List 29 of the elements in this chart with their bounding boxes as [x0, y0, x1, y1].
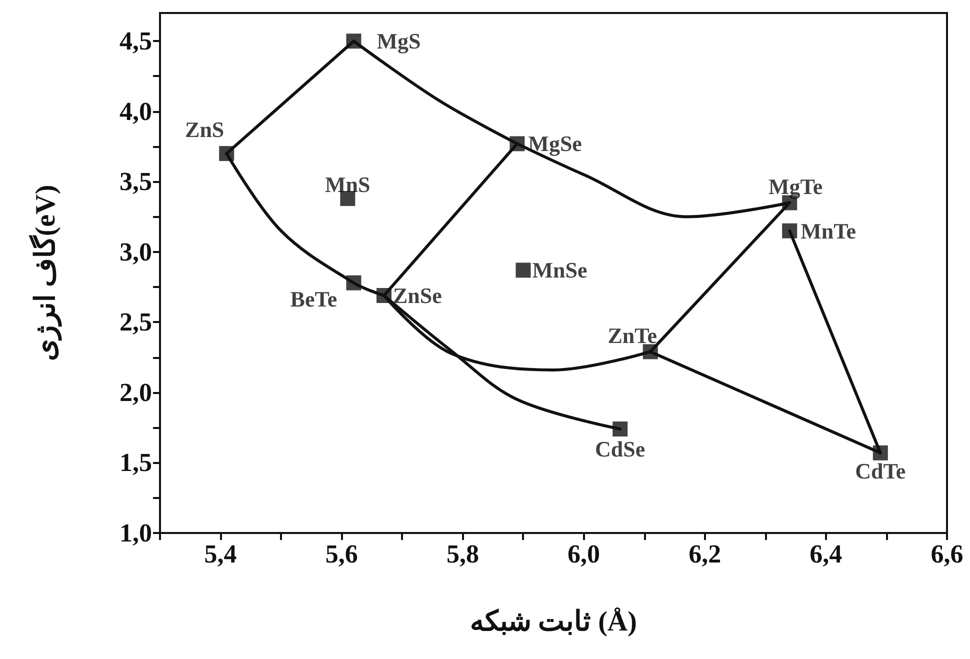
- annotation: MgS: [376, 28, 421, 54]
- annotation: MnSe: [532, 258, 588, 283]
- annotation: CdSe: [595, 436, 646, 462]
- x-tick-label: 6,6: [930, 540, 964, 568]
- x-tick-label: 5,4: [204, 540, 237, 568]
- annotation: CdTe: [855, 458, 906, 484]
- y-tick-label: 2,0: [120, 378, 152, 407]
- x-tick-label: 6,2: [688, 540, 722, 568]
- y-tick-label: 4,0: [120, 96, 152, 126]
- annotation: MgTe: [768, 174, 823, 200]
- y-tick-label: 1,0: [120, 518, 152, 548]
- y-tick-label: 3,5: [120, 167, 152, 196]
- x-tick-label: 5,8: [446, 540, 479, 568]
- annotation: MgSe: [528, 131, 582, 156]
- y-axis-title: گاف انرژی(eV): [28, 184, 62, 362]
- annotation: ZnS: [185, 117, 224, 142]
- x-tick-label: 6,4: [810, 540, 842, 568]
- y-tick-label: 2,5: [120, 308, 152, 337]
- x-tick-label: 5,6: [325, 540, 358, 568]
- x-tick-label: 6,0: [568, 540, 600, 568]
- annotation: MnTe: [800, 218, 856, 244]
- annotation: MnS: [325, 172, 370, 198]
- annotation: BeTe: [290, 286, 338, 312]
- y-tick-label: 4,5: [120, 26, 152, 56]
- annotation: ZnSe: [392, 282, 442, 308]
- y-tick-label: 3,0: [120, 237, 152, 266]
- y-tick-label: 1,5: [120, 448, 152, 478]
- x-axis-title: ثابت شبکه (Å): [470, 606, 637, 638]
- annotation: ZnTe: [608, 323, 658, 348]
